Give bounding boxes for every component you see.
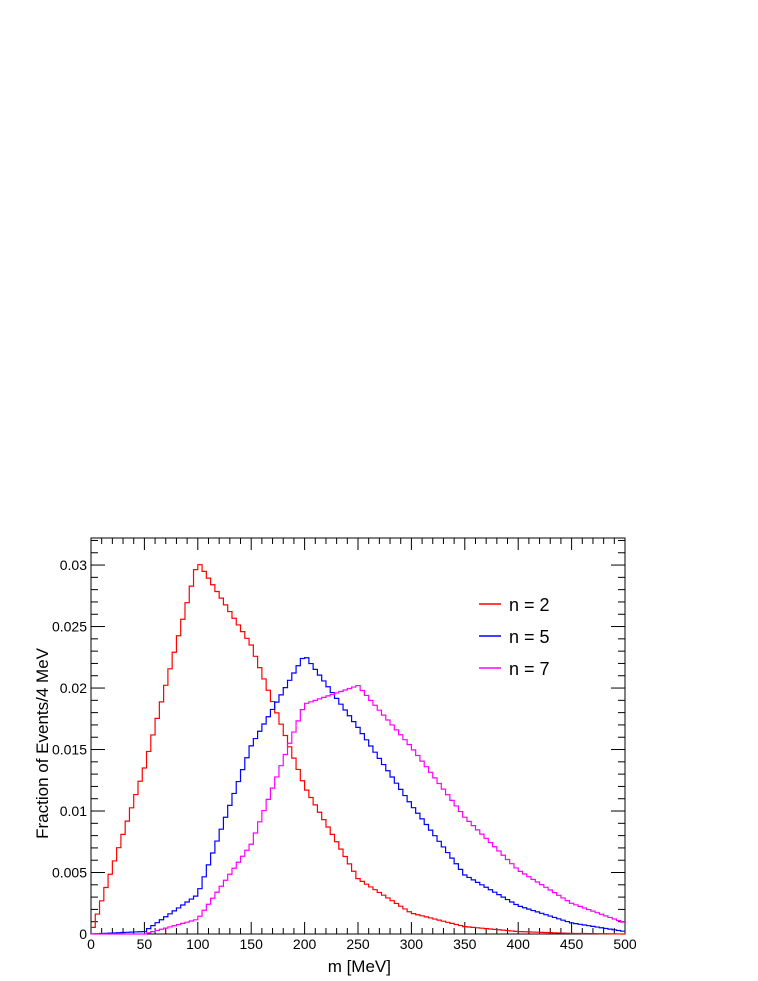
y-tick-label: 0.02	[60, 680, 87, 696]
legend: n = 2 n = 5 n = 7	[479, 595, 550, 679]
x-tick-label: 150	[240, 936, 264, 952]
x-tick-label: 500	[613, 936, 637, 952]
y-tick-label: 0.005	[52, 865, 87, 881]
x-tick-label: 300	[400, 936, 424, 952]
legend-label: n = 7	[509, 659, 550, 679]
series-group	[91, 564, 625, 935]
legend-label: n = 2	[509, 595, 550, 615]
x-axis-title: m [MeV]	[328, 957, 391, 976]
series-n-5	[91, 657, 625, 935]
x-tick-label: 50	[137, 936, 153, 952]
x-tick-label: 250	[346, 936, 370, 952]
x-tick-label: 450	[560, 936, 584, 952]
y-tick-label: 0.025	[52, 619, 87, 635]
x-tick-label: 200	[293, 936, 317, 952]
y-tick-label: 0.01	[60, 803, 87, 819]
legend-label: n = 5	[509, 627, 550, 647]
x-tick-label: 400	[507, 936, 531, 952]
x-tick-label: 100	[186, 936, 210, 952]
x-tick-label: 0	[87, 936, 95, 952]
series-n-7	[91, 684, 625, 935]
y-tick-label: 0	[79, 926, 87, 942]
x-tick-label: 350	[453, 936, 477, 952]
y-axis-title: Fraction of Events/4 MeV	[33, 647, 52, 839]
series-n-2	[91, 564, 625, 935]
y-tick-label: 0.03	[60, 557, 87, 573]
y-tick-label: 0.015	[52, 742, 87, 758]
axes: 0 50 100 150 200 250 300 350 400 450 500 0 0.005 0.01…	[52, 538, 637, 952]
